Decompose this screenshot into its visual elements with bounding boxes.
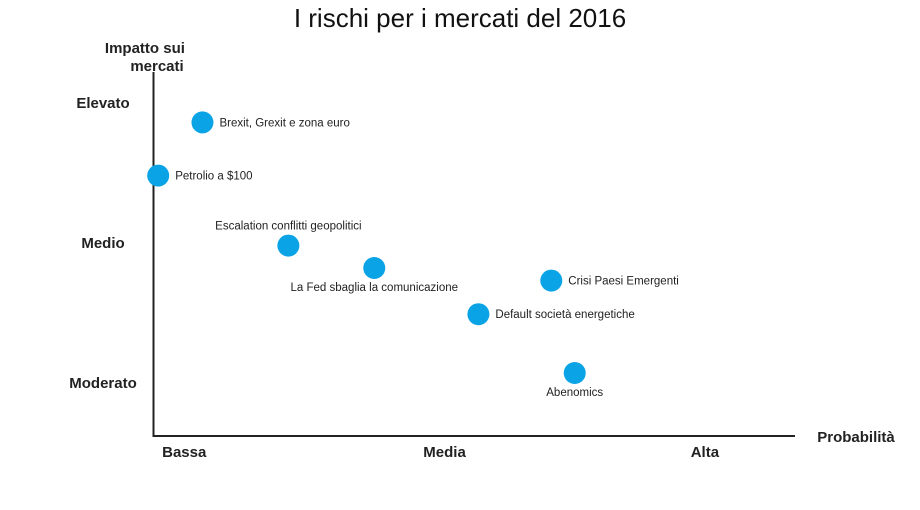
data-point-label: La Fed sbaglia la comunicazione: [291, 282, 459, 294]
y-tick-label: Moderato: [69, 375, 137, 392]
x-tick-labels: Bassa Media Alta: [162, 444, 720, 461]
x-tick-label: Alta: [691, 444, 720, 461]
data-point: [277, 234, 300, 257]
data-points: Brexit, Grexit e zona euro Petrolio a $10…: [147, 111, 679, 399]
data-point: [363, 257, 386, 279]
y-axis-title-line-2: mercati: [130, 58, 183, 75]
data-point-label: Default società energetiche: [495, 309, 634, 321]
y-tick-label: Elevato: [76, 95, 129, 112]
data-point: [467, 303, 490, 326]
y-axis-title: Impatto sui mercati: [105, 40, 189, 75]
data-point-label: Crisi Paesi Emergenti: [568, 276, 679, 288]
y-axis-title-line-1: Impatto sui: [105, 40, 185, 57]
x-axis-title: Probabilità: [817, 429, 895, 446]
y-tick-labels: Moderato Medio Elevato: [69, 95, 137, 392]
data-point-label: Abenomics: [546, 387, 603, 399]
x-tick-label: Bassa: [162, 444, 207, 461]
chart-title: I rischi per i mercati del 2016: [294, 3, 626, 33]
y-tick-label: Medio: [81, 235, 124, 252]
data-point: [191, 111, 214, 134]
data-point: [563, 362, 586, 384]
data-point: [540, 269, 563, 292]
x-tick-label: Media: [423, 444, 466, 461]
data-point-label: Petrolio a $100: [175, 171, 252, 183]
data-point-label: Brexit, Grexit e zona euro: [219, 117, 349, 129]
data-point-label: Escalation conflitti geopolitici: [215, 221, 361, 233]
data-point: [147, 164, 170, 187]
